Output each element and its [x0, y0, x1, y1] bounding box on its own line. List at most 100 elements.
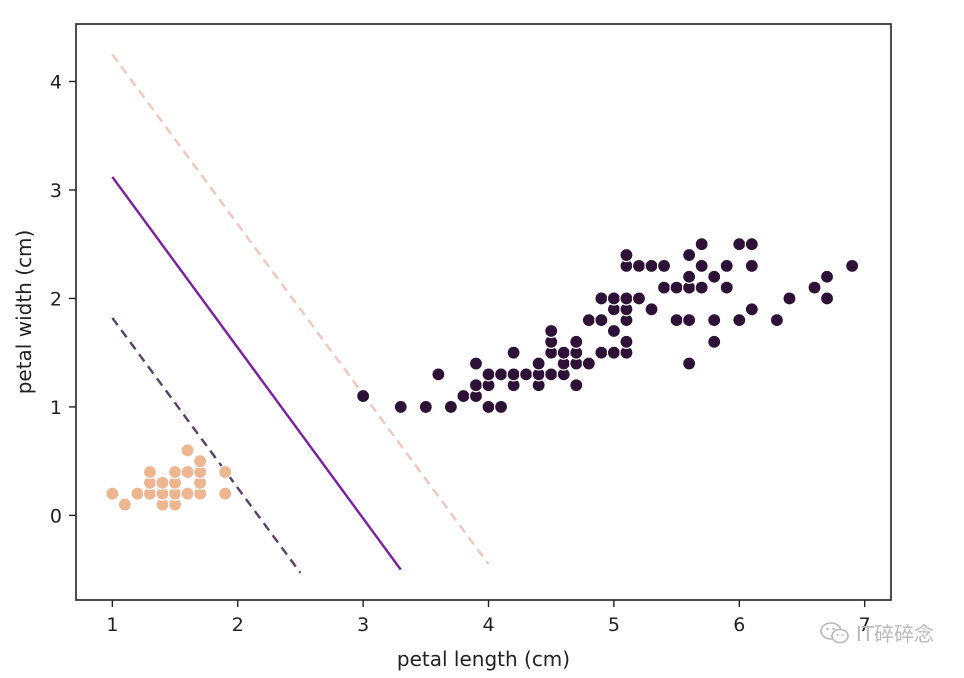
data-point-series-0 — [218, 464, 233, 480]
data-point-series-1 — [544, 323, 559, 339]
data-point-series-1 — [807, 280, 822, 295]
watermark-text: IT碎碎念 — [855, 622, 934, 646]
decision-boundary-line-1 — [111, 176, 402, 571]
data-points — [105, 237, 860, 512]
data-point-series-1 — [506, 367, 521, 382]
data-point-series-1 — [606, 291, 622, 306]
data-point-series-0 — [155, 475, 170, 490]
y-tick-label: 2 — [50, 288, 62, 310]
x-tick-label: 6 — [733, 614, 745, 636]
x-tick-label: 2 — [232, 614, 244, 636]
margin-line-2 — [111, 317, 302, 574]
y-tick-label: 1 — [50, 397, 62, 419]
data-point-series-1 — [356, 388, 371, 404]
x-axis-label: petal length (cm) — [397, 647, 570, 671]
x-tick-label: 7 — [859, 614, 871, 636]
data-point-series-0 — [193, 454, 208, 469]
data-point-series-1 — [644, 302, 659, 317]
data-point-series-1 — [506, 345, 521, 360]
x-tick-label: 1 — [106, 614, 118, 636]
y-tick-label: 0 — [50, 505, 62, 527]
data-point-series-1 — [732, 237, 747, 252]
data-point-series-1 — [682, 313, 697, 328]
data-point-series-1 — [581, 356, 596, 371]
data-point-series-1 — [819, 291, 835, 306]
data-point-series-1 — [456, 388, 471, 404]
data-point-series-1 — [719, 258, 734, 273]
data-point-series-0 — [218, 486, 233, 501]
data-point-series-1 — [468, 356, 484, 371]
x-tick-label: 5 — [608, 614, 620, 636]
data-point-series-1 — [744, 302, 759, 317]
data-point-series-1 — [631, 258, 647, 273]
data-point-series-1 — [606, 345, 622, 360]
data-point-series-0 — [180, 443, 195, 458]
data-point-series-1 — [493, 399, 509, 415]
data-point-series-1 — [744, 237, 759, 252]
data-point-series-1 — [581, 313, 596, 328]
y-axis-label: petal width (cm) — [12, 230, 36, 395]
data-point-series-1 — [468, 378, 484, 393]
plot-frame — [75, 23, 892, 601]
data-point-series-1 — [707, 269, 722, 284]
data-point-series-1 — [606, 323, 622, 339]
data-point-series-1 — [769, 313, 785, 328]
data-point-series-0 — [117, 497, 133, 512]
data-point-series-1 — [744, 258, 759, 273]
data-point-series-1 — [682, 247, 697, 263]
data-point-series-1 — [707, 334, 722, 349]
data-point-series-0 — [105, 486, 120, 501]
data-point-series-1 — [431, 367, 446, 382]
data-point-series-0 — [180, 486, 195, 501]
data-point-series-1 — [493, 367, 509, 382]
wechat-icon — [820, 621, 849, 643]
data-point-series-1 — [631, 291, 647, 306]
data-point-series-1 — [569, 378, 584, 393]
data-point-series-0 — [142, 464, 158, 480]
data-point-series-0 — [180, 464, 195, 480]
data-point-series-1 — [418, 399, 433, 415]
data-point-series-1 — [732, 313, 747, 328]
data-point-series-1 — [594, 313, 609, 328]
data-point-series-1 — [619, 247, 634, 263]
data-point-series-1 — [669, 280, 684, 295]
data-point-series-1 — [481, 367, 496, 382]
data-point-series-1 — [644, 258, 659, 273]
x-tick-label: 4 — [482, 614, 494, 636]
margin-line-0 — [111, 53, 490, 565]
data-point-series-1 — [481, 399, 496, 415]
data-point-series-1 — [694, 237, 709, 252]
data-point-series-1 — [782, 291, 797, 306]
data-point-series-1 — [556, 345, 571, 360]
data-point-series-1 — [519, 367, 534, 382]
data-point-series-1 — [656, 258, 672, 273]
x-axis-ticks: 1 2 3 4 5 6 7 — [106, 600, 871, 636]
data-point-series-1 — [669, 313, 684, 328]
y-tick-label: 3 — [50, 180, 62, 202]
data-point-series-1 — [619, 291, 634, 306]
data-point-series-1 — [694, 280, 709, 295]
data-point-series-1 — [443, 399, 458, 415]
data-point-series-1 — [694, 258, 709, 273]
data-point-series-0 — [130, 486, 145, 501]
data-point-series-1 — [682, 269, 697, 284]
x-tick-label: 3 — [357, 614, 369, 636]
data-point-series-1 — [656, 280, 672, 295]
data-point-series-1 — [619, 334, 634, 349]
y-axis-ticks: 0 1 2 3 4 — [50, 71, 76, 527]
watermark: IT碎碎念 — [820, 618, 934, 647]
data-point-series-1 — [719, 280, 734, 295]
data-point-series-1 — [393, 399, 408, 415]
data-point-series-1 — [682, 356, 697, 371]
data-point-series-1 — [569, 334, 584, 349]
data-point-series-1 — [845, 258, 860, 273]
data-point-series-1 — [594, 291, 609, 306]
data-point-series-1 — [594, 345, 609, 360]
data-point-series-1 — [707, 313, 722, 328]
decision-lines — [111, 53, 490, 574]
data-point-series-1 — [544, 367, 559, 382]
y-tick-label: 4 — [50, 71, 62, 93]
data-point-series-0 — [167, 464, 183, 480]
data-point-series-1 — [531, 356, 546, 371]
